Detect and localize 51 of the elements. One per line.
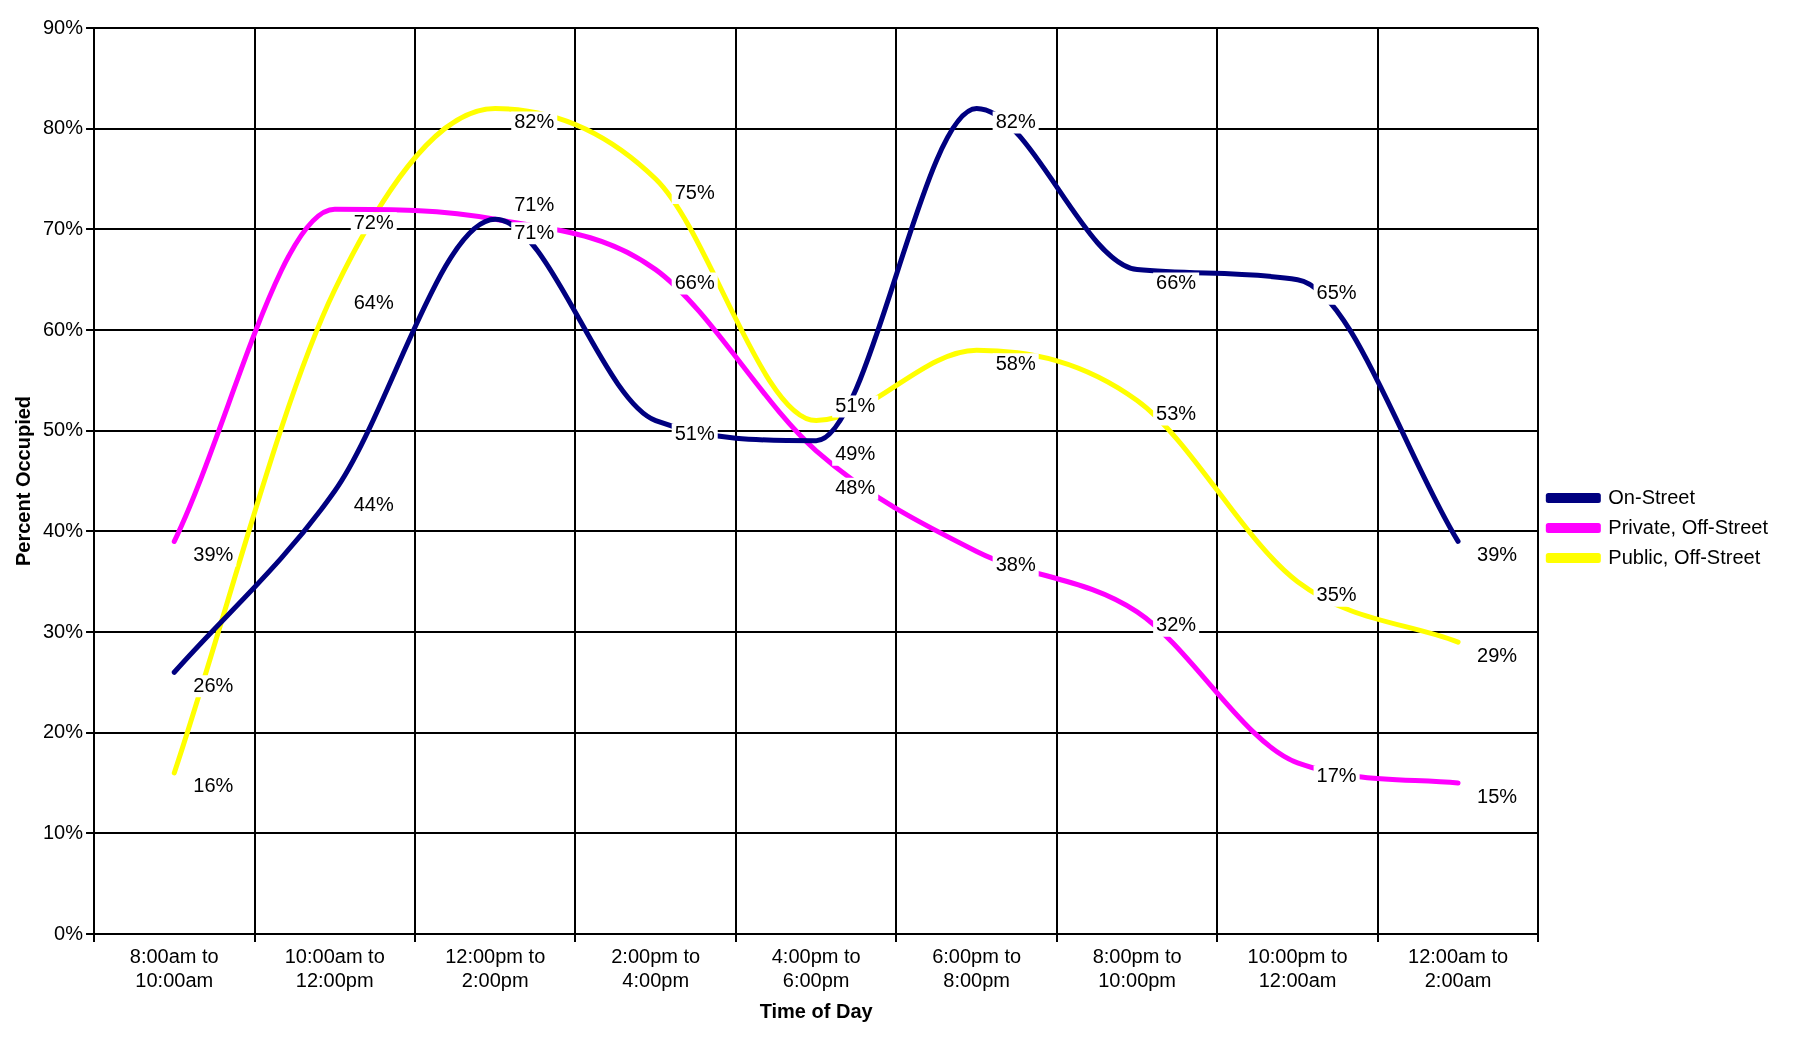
x-tick-label: 4:00pm to 6:00pm xyxy=(771,944,861,991)
legend-label: Private, Off-Street xyxy=(1608,515,1769,538)
x-axis-title: Time of Day xyxy=(759,999,874,1022)
y-tick-label: 10% xyxy=(43,820,84,843)
data-label: 16% xyxy=(193,774,234,797)
y-tick-label: 40% xyxy=(43,518,84,541)
data-label: 58% xyxy=(995,351,1036,374)
x-tick-label: 8:00pm to 10:00pm xyxy=(1092,944,1182,991)
data-label: 39% xyxy=(193,542,234,565)
data-label: 35% xyxy=(1316,583,1357,606)
y-tick-label: 0% xyxy=(54,921,84,944)
data-label: 39% xyxy=(1477,542,1518,565)
data-label: 32% xyxy=(1156,613,1197,636)
y-tick-label: 90% xyxy=(43,15,84,38)
x-tick-label: 10:00pm to 12:00am xyxy=(1247,944,1348,991)
data-label: 29% xyxy=(1477,643,1518,666)
data-label: 71% xyxy=(514,220,555,243)
data-label: 17% xyxy=(1316,764,1357,787)
y-tick-label: 20% xyxy=(43,720,84,743)
data-label: 66% xyxy=(1156,271,1197,294)
data-label: 75% xyxy=(674,180,715,203)
data-label: 44% xyxy=(353,492,394,515)
y-axis-title: Percent Occupied xyxy=(11,395,34,567)
x-tick-label: 2:00pm to 4:00pm xyxy=(611,944,701,991)
data-label: 48% xyxy=(835,476,876,499)
x-tick-label: 12:00am to 2:00am xyxy=(1408,944,1509,991)
data-label: 71% xyxy=(514,192,555,215)
data-label: 51% xyxy=(674,422,715,445)
data-label: 65% xyxy=(1316,281,1357,304)
y-tick-label: 70% xyxy=(43,216,84,239)
data-label: 82% xyxy=(514,110,555,133)
data-label: 64% xyxy=(353,291,394,314)
x-tick-label: 12:00pm to 2:00pm xyxy=(445,944,546,991)
legend-label: Public, Off-Street xyxy=(1608,545,1761,568)
y-tick-label: 60% xyxy=(43,317,84,340)
data-label: 82% xyxy=(995,110,1036,133)
y-tick-label: 50% xyxy=(43,418,84,441)
data-label: 49% xyxy=(835,442,876,465)
y-tick-label: 80% xyxy=(43,116,84,139)
legend-label: On-Street xyxy=(1608,485,1696,508)
data-label: 53% xyxy=(1156,401,1197,424)
data-label: 66% xyxy=(674,271,715,294)
data-label: 38% xyxy=(995,552,1036,575)
x-tick-label: 8:00am to 10:00am xyxy=(129,944,219,991)
data-label: 15% xyxy=(1477,784,1518,807)
x-tick-label: 6:00pm to 8:00pm xyxy=(932,944,1022,991)
x-tick-label: 10:00am to 12:00pm xyxy=(284,944,385,991)
data-label: 26% xyxy=(193,673,234,696)
data-label: 51% xyxy=(835,394,876,417)
y-tick-label: 30% xyxy=(43,619,84,642)
data-label: 72% xyxy=(353,210,394,233)
